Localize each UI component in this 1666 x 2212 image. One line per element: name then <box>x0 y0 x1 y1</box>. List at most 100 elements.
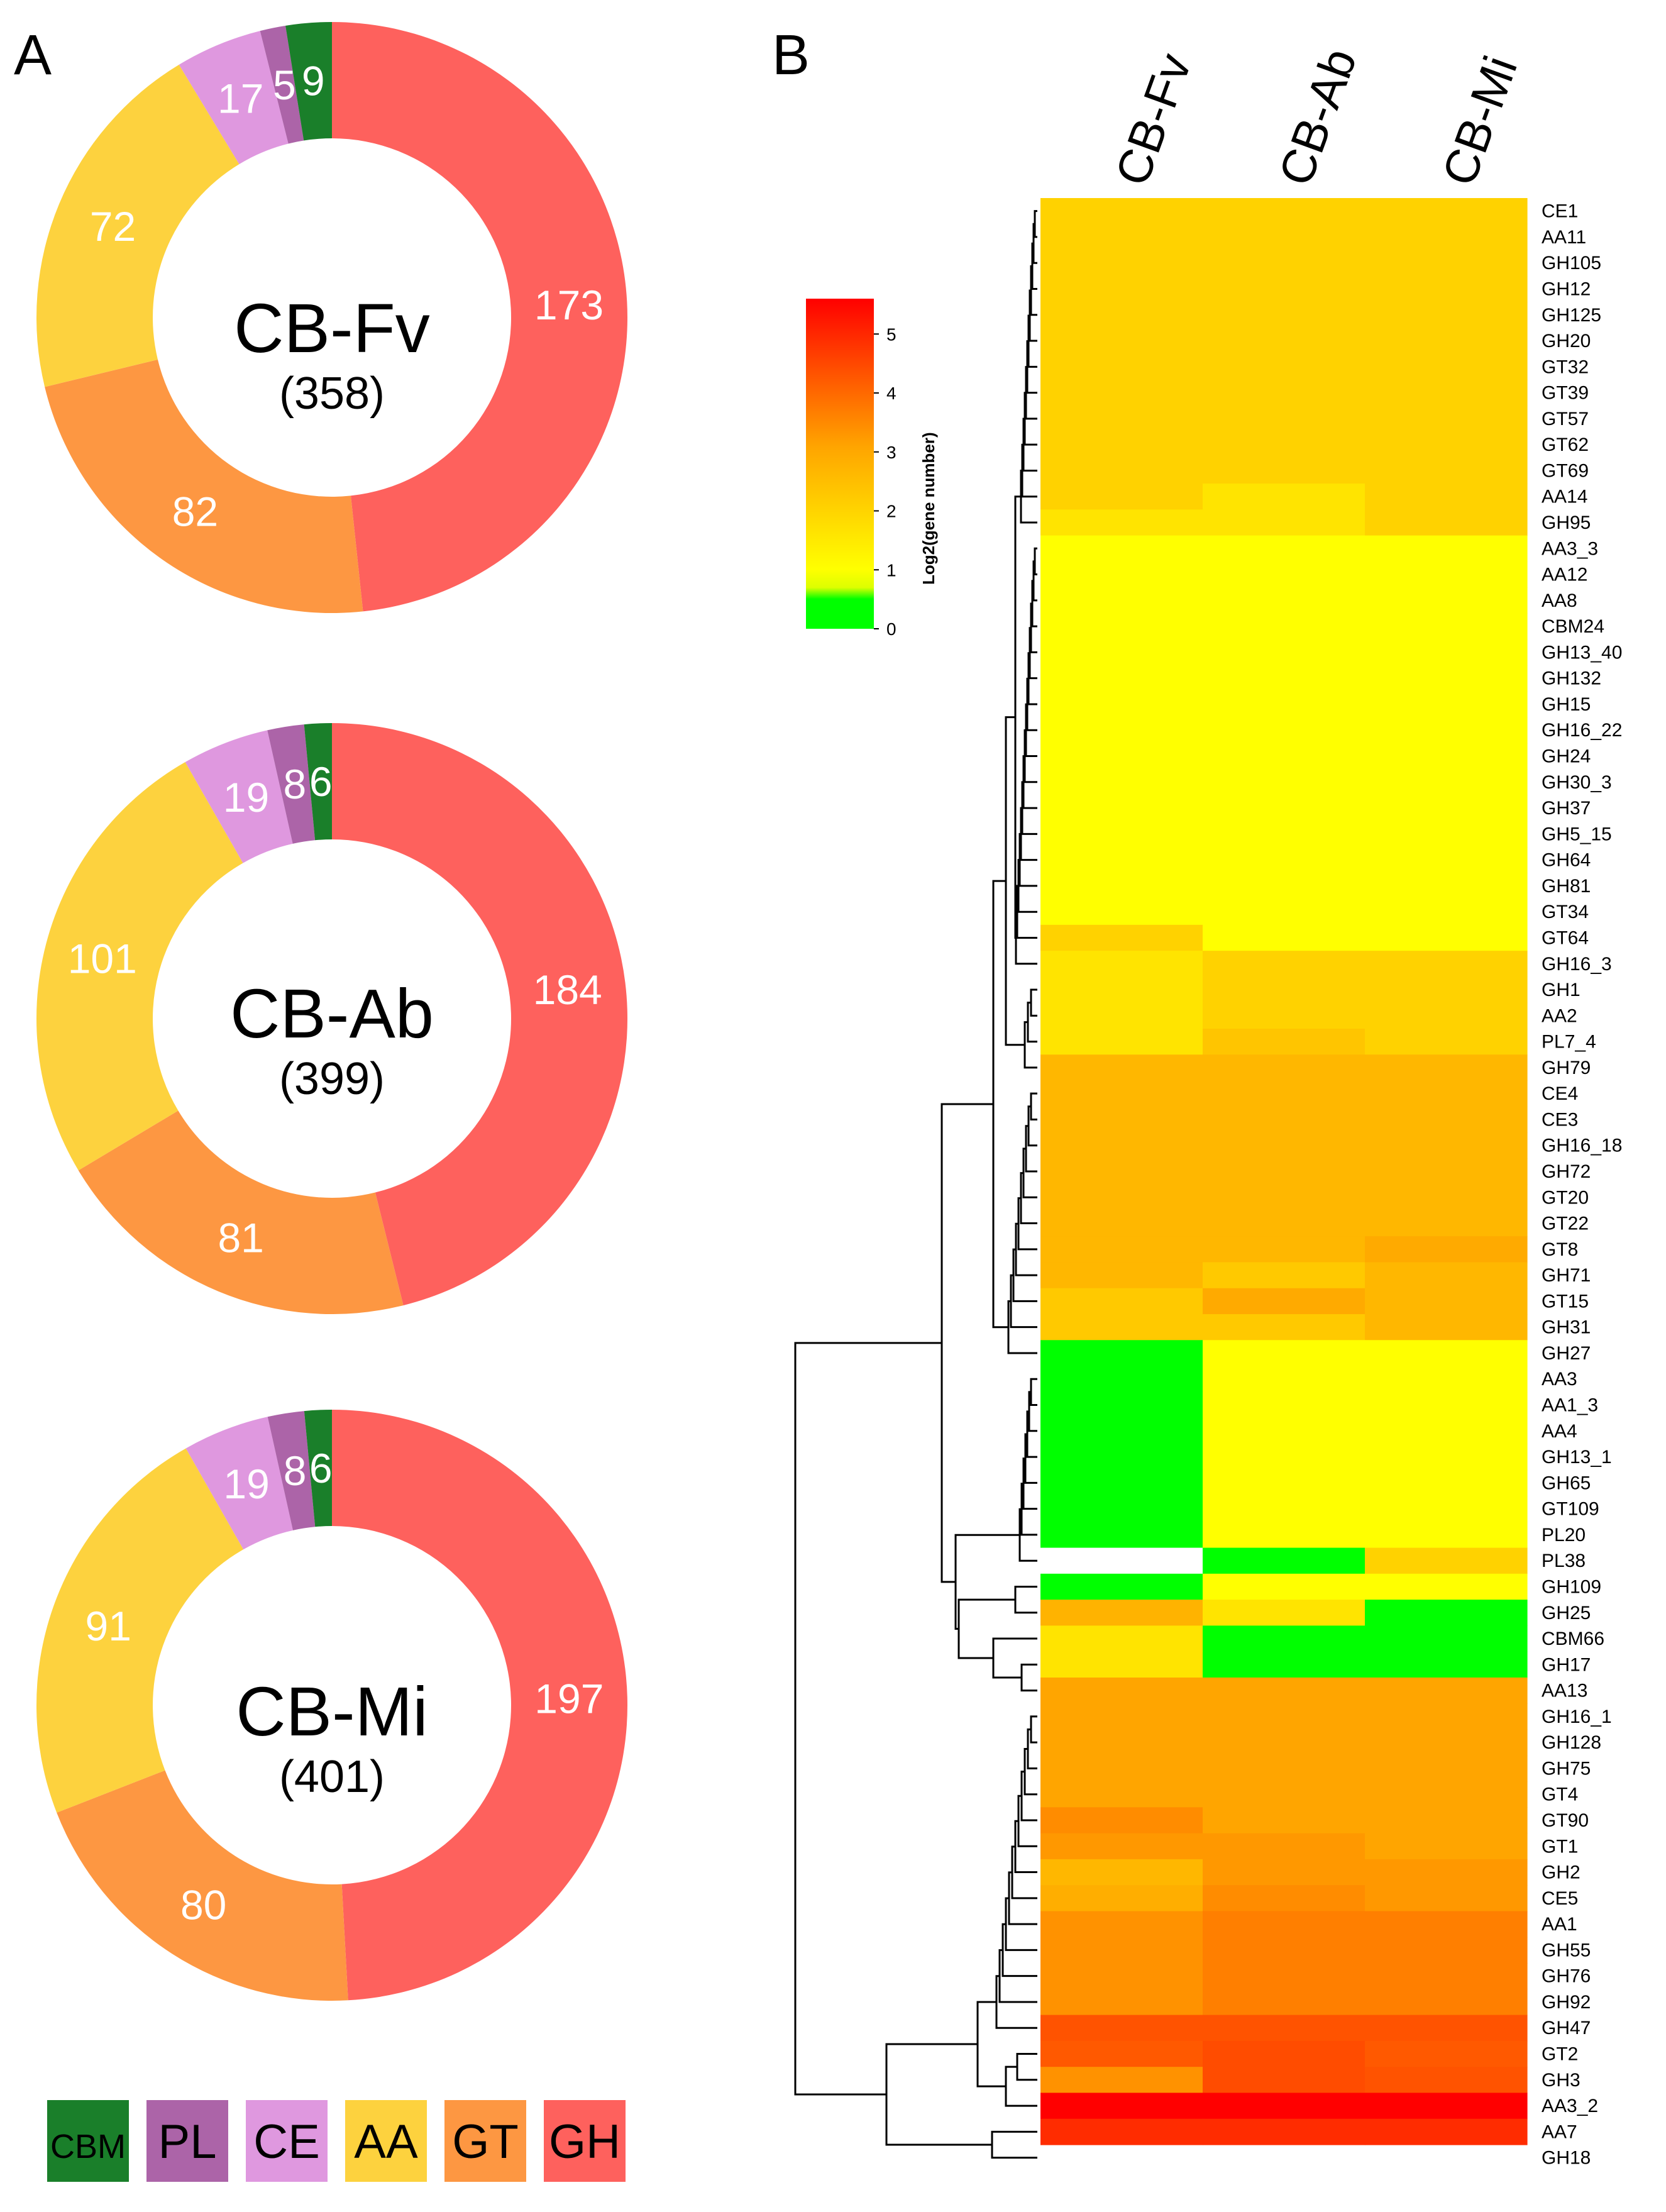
heatmap-cell-aa3-cb-fv <box>1040 1366 1203 1393</box>
dendrogram-branch <box>1031 580 1037 628</box>
heatmap-cell-gh47-cb-ab <box>1203 2015 1365 2042</box>
heatmap-row-label: AA3 <box>1542 1369 1577 1390</box>
heatmap-cell-ce4-cb-ab <box>1203 1080 1365 1107</box>
heatmap-cell-gh81-cb-fv <box>1040 873 1203 900</box>
heatmap-cell-aa11-cb-fv <box>1040 224 1203 251</box>
heatmap-cell-aa1-cb-fv <box>1040 1911 1203 1938</box>
dendrogram-branch <box>794 1342 942 2096</box>
heatmap-row-label: PL7_4 <box>1542 1032 1596 1053</box>
heatmap-cell-aa4-cb-mi <box>1365 1418 1528 1445</box>
heatmap-row-label: GH24 <box>1542 746 1591 767</box>
donut-value-cb-ab-aa: 101 <box>68 935 137 982</box>
heatmap-cell-gh16_1-cb-mi <box>1365 1703 1528 1730</box>
heatmap-cell-gh132-cb-fv <box>1040 665 1203 692</box>
heatmap-cell-gt109-cb-mi <box>1365 1496 1528 1522</box>
donut-title-cb-fv: CB-Fv <box>234 290 430 367</box>
heatmap-cell-ce1-cb-ab <box>1203 198 1365 224</box>
heatmap-cell-gh30_3-cb-ab <box>1203 769 1365 796</box>
heatmap-cell-aa7-cb-fv <box>1040 2118 1203 2145</box>
heatmap-cell-aa3_2-cb-mi <box>1365 2093 1528 2120</box>
heatmap-cell-gt4-cb-mi <box>1365 1781 1528 1808</box>
heatmap-cell-gh16_1-cb-fv <box>1040 1703 1203 1730</box>
heatmap-cell-aa2-cb-mi <box>1365 1002 1528 1029</box>
heatmap-cell-gh128-cb-ab <box>1203 1729 1365 1756</box>
color-scale-title: Log2(gene number) <box>919 432 938 585</box>
dendrogram-branch <box>1030 1715 1037 1744</box>
heatmap-cell-pl38-cb-ab <box>1203 1547 1365 1574</box>
donut-value-cb-fv-aa: 72 <box>90 203 136 250</box>
heatmap-cell-gt32-cb-mi <box>1365 353 1528 380</box>
legend-swatch-gh <box>544 2100 626 2182</box>
heatmap-row-label: CE4 <box>1542 1083 1578 1104</box>
heatmap-cell-ce1-cb-mi <box>1365 198 1528 224</box>
heatmap-col-label-cb-fv: CB-Fv <box>1105 47 1202 192</box>
dendrogram-branch <box>1027 1105 1037 1147</box>
donut-value-cb-fv-gt: 82 <box>172 488 218 534</box>
dendrogram-branch <box>941 1103 993 1583</box>
heatmap-row-label: GT2 <box>1542 2044 1578 2065</box>
heatmap-cell-aa7-cb-mi <box>1365 2118 1528 2145</box>
heatmap-cell-aa14-cb-ab <box>1203 484 1365 510</box>
heatmap-row-label: GH13_1 <box>1542 1447 1612 1468</box>
heatmap-cell-cbm24-cb-fv <box>1040 613 1203 640</box>
heatmap-cell-gh15-cb-mi <box>1365 691 1528 718</box>
legend-swatch-pl <box>146 2100 228 2182</box>
heatmap-cell-gh105-cb-fv <box>1040 250 1203 277</box>
heatmap-cell-ce4-cb-fv <box>1040 1080 1203 1107</box>
donut-slice-cb-fv-aa <box>36 64 240 387</box>
heatmap-row-label: GT32 <box>1542 357 1589 377</box>
heatmap-cell-gh2-cb-fv <box>1040 1859 1203 1886</box>
heatmap-cell-aa3_3-cb-fv <box>1040 535 1203 562</box>
heatmap-cell-gh5_15-cb-mi <box>1365 821 1528 848</box>
heatmap-cell-gt57-cb-fv <box>1040 406 1203 433</box>
heatmap-cell-pl20-cb-ab <box>1203 1522 1365 1549</box>
heatmap-cell-gh92-cb-mi <box>1365 1989 1528 2016</box>
donut-total-cb-ab: (399) <box>279 1054 385 1104</box>
donut-value-cb-mi-pl: 8 <box>284 1447 307 1494</box>
donut-value-cb-fv-ce: 17 <box>218 75 263 122</box>
heatmap-row-label: AA12 <box>1542 565 1587 585</box>
heatmap-cell-ce3-cb-fv <box>1040 1106 1203 1133</box>
donut-slice-cb-mi-pl <box>267 1411 316 1530</box>
donut-value-cb-mi-gh: 197 <box>534 1676 604 1722</box>
donut-value-cb-ab-ce: 19 <box>223 774 269 821</box>
heatmap-row-label: AA1 <box>1542 1914 1577 1935</box>
donut-slice-cb-mi-gt <box>57 1770 348 2001</box>
heatmap-cell-gt64-cb-ab <box>1203 924 1365 951</box>
heatmap-cell-gh16_22-cb-fv <box>1040 717 1203 744</box>
heatmap-row-label: GH30_3 <box>1542 772 1612 793</box>
heatmap-cell-gh95-cb-ab <box>1203 509 1365 536</box>
heatmap-cell-ce3-cb-mi <box>1365 1106 1528 1133</box>
heatmap-cell-pl20-cb-mi <box>1365 1522 1528 1549</box>
heatmap-row-label: GT4 <box>1542 1784 1578 1805</box>
heatmap-cell-gh76-cb-ab <box>1203 1963 1365 1989</box>
heatmap-row-label: AA1_3 <box>1542 1395 1598 1416</box>
heatmap-cell-gh95-cb-fv <box>1040 509 1203 536</box>
donut-slice-cb-fv-cbm <box>285 22 332 141</box>
heatmap-row-label: GH95 <box>1542 512 1591 533</box>
heatmap-cell-aa3-cb-mi <box>1365 1366 1528 1393</box>
heatmap-cell-gh81-cb-mi <box>1365 873 1528 900</box>
heatmap-row-label: GH76 <box>1542 1966 1591 1987</box>
legend-swatch-cbm <box>47 2100 129 2182</box>
heatmap-row-label: GH27 <box>1542 1343 1591 1364</box>
heatmap-cell-gh37-cb-ab <box>1203 795 1365 822</box>
dendrogram-branch <box>1030 988 1037 1017</box>
donut-value-cb-ab-gt: 81 <box>218 1215 263 1261</box>
donut-value-cb-fv-gh: 173 <box>534 282 604 328</box>
donut-slice-cb-ab-aa <box>36 762 243 1171</box>
heatmap-cell-gh109-cb-mi <box>1365 1573 1528 1600</box>
heatmap-cell-pl38-cb-fv <box>1040 1547 1203 1574</box>
heatmap-cell-gt8-cb-ab <box>1203 1236 1365 1263</box>
color-scale-tick-label: 4 <box>886 384 896 403</box>
dendrogram-branch <box>1030 1378 1037 1407</box>
color-scale-tick-label: 5 <box>886 324 896 344</box>
heatmap-cell-gh20-cb-ab <box>1203 328 1365 355</box>
heatmap-cell-aa1_3-cb-ab <box>1203 1391 1365 1418</box>
heatmap-cell-cbm66-cb-mi <box>1365 1625 1528 1652</box>
heatmap-col-label-cb-mi: CB-Mi <box>1432 49 1528 192</box>
heatmap-cell-gh125-cb-fv <box>1040 302 1203 328</box>
heatmap-cell-gh75-cb-mi <box>1365 1755 1528 1782</box>
dendrogram-branch <box>954 1534 1020 1630</box>
heatmap-cell-aa14-cb-mi <box>1365 484 1528 510</box>
